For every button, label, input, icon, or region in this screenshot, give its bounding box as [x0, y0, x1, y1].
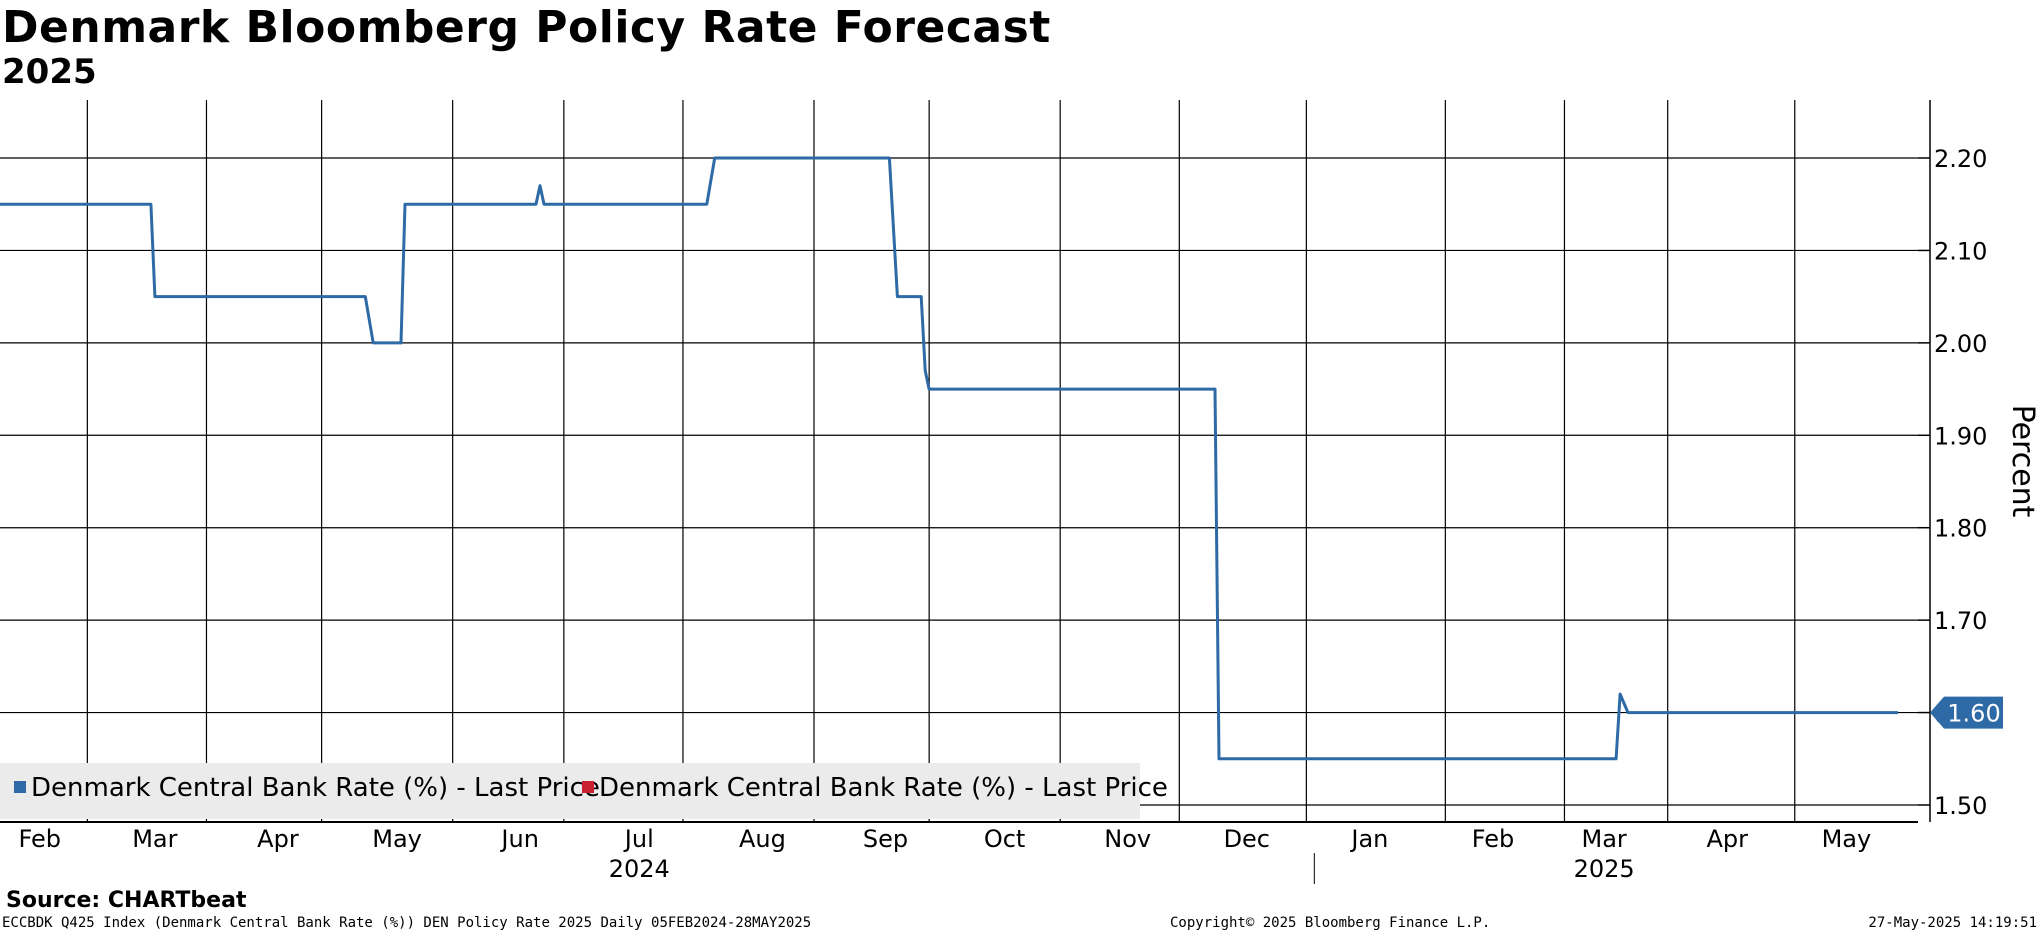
x-tick-label: Apr	[257, 825, 299, 853]
x-tick-label: Nov	[1104, 825, 1151, 853]
legend-swatch-blue	[14, 781, 26, 793]
x-tick-label: Apr	[1706, 825, 1748, 853]
footer-copyright: Copyright© 2025 Bloomberg Finance L.P.	[1170, 915, 1491, 931]
y-tick-label: 2.10	[1934, 237, 1987, 265]
legend-label-red: Denmark Central Bank Rate (%) - Last Pri…	[599, 773, 1168, 803]
x-tick-label: Feb	[1472, 825, 1515, 853]
footer-ticker-info: ECCBDK Q425 Index (Denmark Central Bank …	[2, 915, 812, 931]
x-tick-label: Jan	[1349, 825, 1388, 853]
y-tick-label: 2.20	[1934, 145, 1987, 173]
x-tick-label: Oct	[984, 825, 1026, 853]
x-tick-label: Feb	[18, 825, 61, 853]
legend-item-blue: Denmark Central Bank Rate (%) - Last Pri…	[14, 773, 600, 803]
x-year-label: 2024	[609, 855, 670, 883]
x-tick-label: Sep	[863, 825, 908, 853]
x-tick-label: May	[1822, 825, 1872, 853]
y-tick-label: 1.70	[1934, 607, 1987, 635]
legend-item-red: Denmark Central Bank Rate (%) - Last Pri…	[582, 773, 1168, 803]
y-axis-title: Percent	[2005, 405, 2040, 518]
chart-title: Denmark Bloomberg Policy Rate Forecast	[2, 2, 1051, 53]
x-year-label: 2025	[1574, 855, 1635, 883]
x-tick-label: Jun	[499, 825, 539, 853]
x-tick-label: Mar	[1582, 825, 1627, 853]
source-note: Source: CHARTbeat	[6, 888, 247, 913]
legend-swatch-red	[582, 781, 594, 793]
x-tick-label: Mar	[132, 825, 177, 853]
footer-timestamp: 27-May-2025 14:19:51	[1868, 915, 2037, 931]
y-tick-label: 1.50	[1934, 792, 1987, 820]
y-tick-label: 1.80	[1934, 515, 1987, 543]
x-tick-label: Dec	[1224, 825, 1270, 853]
y-tick-label: 2.00	[1934, 330, 1987, 358]
last-value-label: 1.60	[1947, 700, 2000, 728]
legend: Denmark Central Bank Rate (%) - Last Pri…	[0, 763, 1168, 819]
last-value-badge	[1930, 696, 2003, 729]
x-tick-label: Jul	[623, 825, 654, 853]
series-line	[0, 156, 1898, 761]
y-tick-label: 1.90	[1934, 422, 1987, 450]
x-tick-label: Aug	[739, 825, 786, 853]
chart-subtitle: 2025	[2, 52, 97, 92]
legend-label-blue: Denmark Central Bank Rate (%) - Last Pri…	[31, 773, 600, 803]
x-tick-label: May	[372, 825, 422, 853]
